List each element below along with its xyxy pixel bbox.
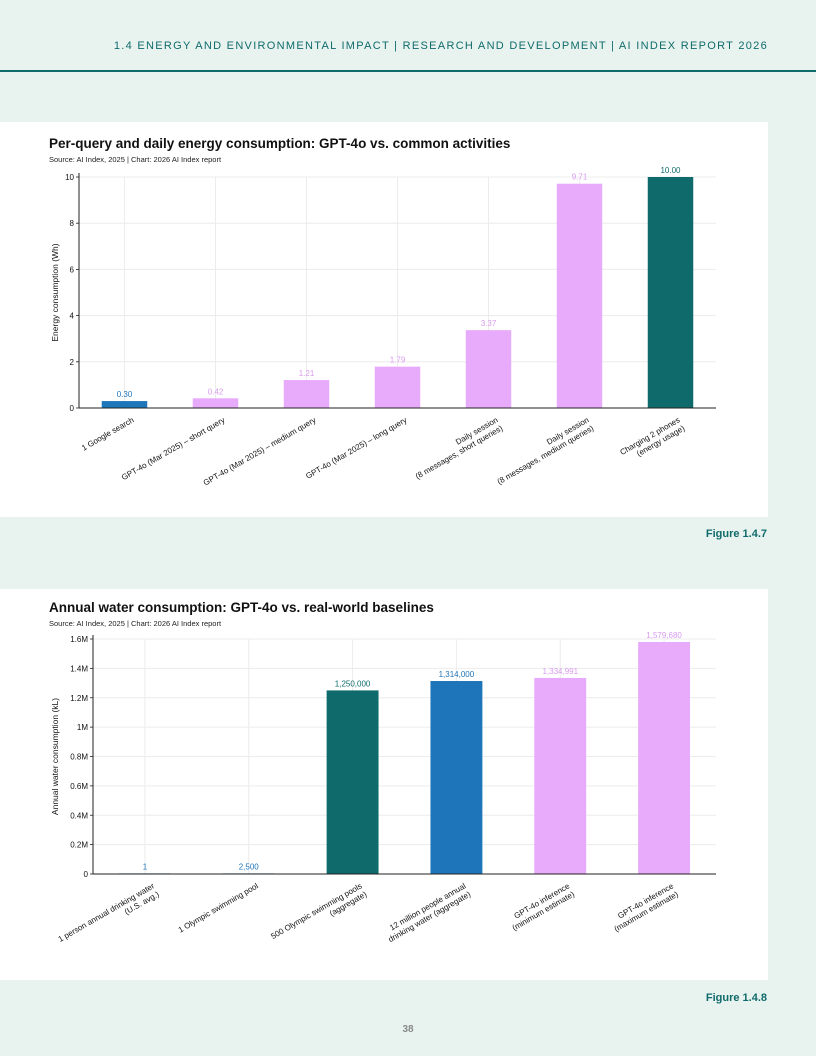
- y-tick-label: 0: [84, 870, 89, 879]
- x-category-label-line: GPT-4o (Mar 2025) – long query: [304, 415, 408, 480]
- bar-value-label: 1.21: [299, 369, 315, 378]
- bar-value-label: 1.79: [390, 356, 406, 365]
- page-number: 38: [402, 1024, 414, 1035]
- x-category-label: Daily session(8 messages, short queries): [409, 415, 504, 481]
- bar-value-label: 1,250,000: [335, 679, 371, 688]
- bar-value-label: 2,500: [239, 862, 260, 871]
- x-category-label-line: 500 Olympic swimming pools: [269, 881, 363, 941]
- page-header: 1.4 ENERGY AND ENVIRONMENTAL IMPACT | RE…: [113, 40, 768, 52]
- chart-title: Per-query and daily energy consumption: …: [49, 136, 511, 151]
- y-tick-label: 1.2M: [70, 694, 88, 703]
- x-category-label: GPT-4o inference(minimum estimate): [506, 881, 577, 932]
- y-tick-label: 4: [70, 312, 75, 321]
- y-tick-label: 1.6M: [70, 635, 88, 644]
- energy-chart-panel: Per-query and daily energy consumption: …: [0, 122, 768, 517]
- bar-value-label: 1,334,991: [542, 667, 578, 676]
- x-category-label: 1 person annual drinking water(U.S. avg.…: [57, 881, 161, 952]
- bar-value-label: 3.37: [481, 319, 497, 328]
- bar: [374, 366, 421, 408]
- x-category-label-line: 1 Google search: [80, 415, 135, 452]
- x-category-label: 12 million people annualdrinking water (…: [382, 881, 472, 944]
- x-category-label: GPT-4o (Mar 2025) – long query: [304, 415, 408, 480]
- bar: [465, 330, 512, 408]
- y-tick-label: 10: [65, 173, 74, 182]
- x-category-label: 1 Google search: [80, 415, 135, 452]
- bar: [430, 681, 483, 874]
- x-category-label: 500 Olympic swimming pools(aggregate): [269, 881, 368, 949]
- x-category-label-line: 1 person annual drinking water: [57, 881, 157, 944]
- chart-source: Source: AI Index, 2025 | Chart: 2026 AI …: [49, 155, 222, 164]
- y-tick-label: 1M: [77, 723, 88, 732]
- chart-title: Annual water consumption: GPT-4o vs. rea…: [49, 600, 434, 615]
- bar-value-label: 1,579,680: [646, 631, 682, 640]
- y-tick-label: 2: [70, 358, 75, 367]
- y-tick-label: 0.4M: [70, 811, 88, 820]
- x-category-label: 1 Olympic swimming pool: [177, 881, 260, 934]
- y-axis-title: Energy consumption (Wh): [50, 243, 60, 341]
- x-category-label-line: (8 messages, short queries): [414, 423, 505, 481]
- bar-value-label: 9.71: [572, 173, 588, 182]
- y-tick-label: 0.2M: [70, 841, 88, 850]
- x-category-label-line: GPT-4o (Mar 2025) – short query: [120, 415, 227, 482]
- bar: [534, 677, 587, 874]
- bar: [283, 380, 330, 408]
- x-category-label: GPT-4o inference(maximum estimate): [608, 881, 680, 934]
- chart-source: Source: AI Index, 2025 | Chart: 2026 AI …: [49, 619, 222, 628]
- x-category-label: GPT-4o (Mar 2025) – short query: [120, 415, 227, 482]
- bar: [101, 401, 148, 408]
- header-divider: [0, 70, 816, 72]
- bar-value-label: 0.30: [117, 390, 133, 399]
- bar: [556, 183, 603, 408]
- bar: [192, 398, 239, 408]
- bar-value-label: 10.00: [660, 166, 681, 175]
- x-category-label-line: drinking water (aggregate): [387, 889, 473, 944]
- y-tick-label: 8: [70, 219, 75, 228]
- gridlines: [93, 638, 716, 875]
- y-tick-label: 1.4M: [70, 664, 88, 673]
- y-tick-label: 0.6M: [70, 782, 88, 791]
- y-axis-title: Annual water consumption (kL): [50, 698, 60, 815]
- x-category-label: Charging 2 phones(energy usage): [618, 415, 686, 465]
- x-category-label-line: 1 Olympic swimming pool: [177, 881, 260, 934]
- water-chart-panel: Annual water consumption: GPT-4o vs. rea…: [0, 589, 768, 980]
- bar: [638, 641, 691, 874]
- y-tick-label: 0.8M: [70, 753, 88, 762]
- x-category-label-line: (8 messages, medium queries): [496, 423, 596, 486]
- y-tick-label: 0: [70, 404, 75, 413]
- energy-chart: 0 2 4 6 8 10 0.30 0.42 1.21 1.79 3.37 9.71 10.00 1 Go…: [50, 166, 716, 487]
- figure-label: Figure 1.4.8: [705, 992, 767, 1004]
- water-chart: 0 0.2M 0.4M 0.6M 0.8M 1M 1.2M 1.4M 1.6M 1 2,500 1,2…: [50, 631, 716, 952]
- bar-value-label: 0.42: [208, 387, 224, 396]
- bar: [326, 690, 379, 874]
- bar-value-label: 1: [143, 862, 148, 871]
- figure-label: Figure 1.4.7: [705, 528, 767, 540]
- bar: [647, 177, 694, 408]
- x-category-label: Daily session(8 messages, medium queries…: [491, 415, 596, 486]
- bar-value-label: 1,314,000: [439, 670, 475, 679]
- y-tick-label: 6: [70, 265, 75, 274]
